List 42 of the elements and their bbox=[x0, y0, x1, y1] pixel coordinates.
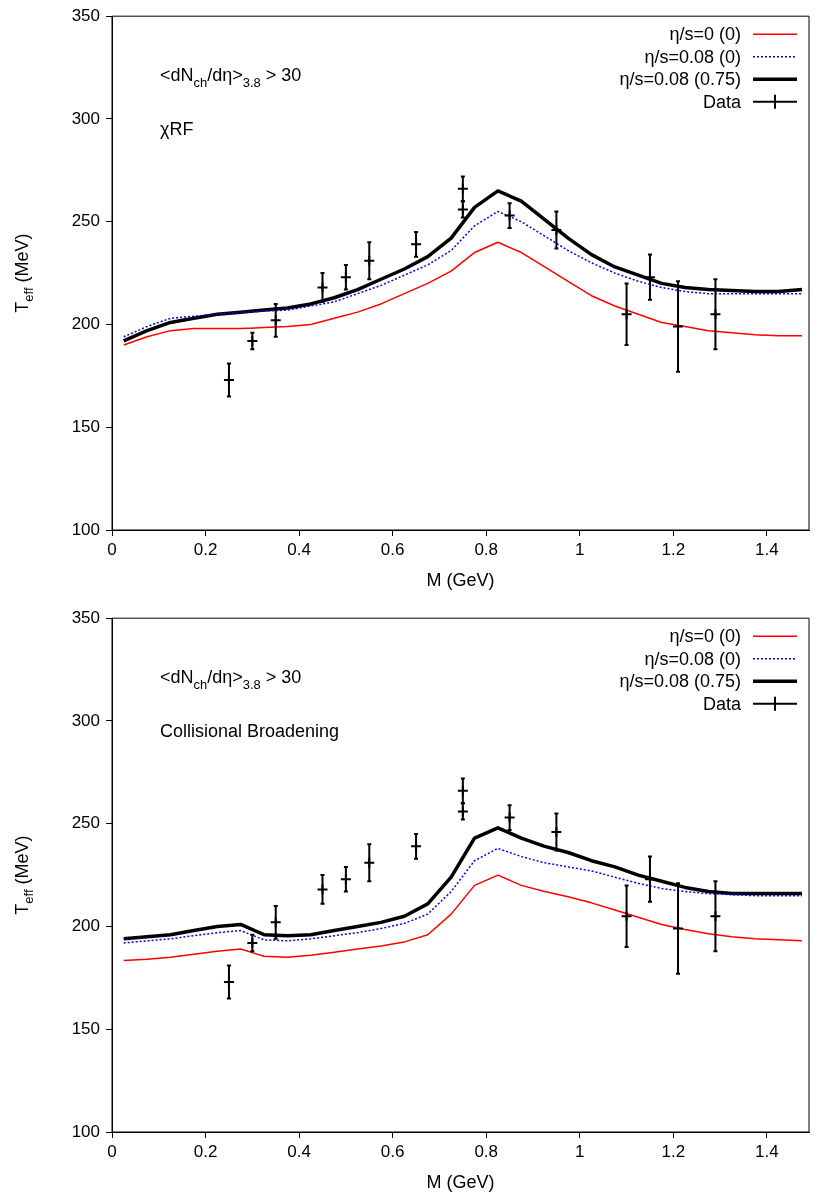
y-tick-label: 200 bbox=[71, 916, 100, 936]
x-tick-label: 0.2 bbox=[193, 539, 218, 559]
x-tick-label: 0 bbox=[107, 1141, 117, 1161]
legend-label: η/s=0.08 (0) bbox=[644, 46, 742, 67]
x-tick-label: 0 bbox=[107, 539, 117, 559]
legend-label: Data bbox=[702, 91, 742, 112]
y-tick-label: 200 bbox=[71, 314, 100, 334]
legend-label: η/s=0.08 (0.75) bbox=[619, 69, 742, 90]
y-tick-label: 100 bbox=[71, 519, 100, 539]
x-axis-title: M (GeV) bbox=[426, 1172, 495, 1193]
y-tick-label: 250 bbox=[71, 211, 100, 231]
y-tick-label: 150 bbox=[71, 416, 100, 436]
y-tick-label: 300 bbox=[71, 108, 100, 128]
y-tick-label: 350 bbox=[71, 607, 100, 627]
legend-label: Data bbox=[702, 693, 742, 714]
y-tick-label: 150 bbox=[71, 1018, 100, 1038]
x-tick-label: 0.2 bbox=[193, 1141, 218, 1161]
y-axis-title: Teff (MeV) bbox=[12, 233, 37, 313]
y-tick-label: 100 bbox=[71, 1121, 100, 1141]
x-tick-label: 0.8 bbox=[474, 1141, 499, 1161]
legend-label: η/s=0.08 (0) bbox=[644, 648, 742, 669]
x-tick-label: 1 bbox=[575, 539, 585, 559]
annotation: χRF bbox=[160, 119, 194, 140]
x-tick-label: 1 bbox=[575, 1141, 585, 1161]
y-tick-label: 250 bbox=[71, 813, 100, 833]
y-axis-title: Teff (MeV) bbox=[12, 835, 37, 915]
x-tick-label: 0.6 bbox=[380, 1141, 405, 1161]
x-tick-label: 1.4 bbox=[755, 1141, 779, 1161]
x-tick-label: 0.8 bbox=[474, 539, 499, 559]
y-tick-label: 350 bbox=[71, 5, 100, 25]
x-tick-label: 0.4 bbox=[287, 539, 311, 559]
x-tick-label: 0.6 bbox=[380, 539, 405, 559]
annotation: Collisional Broadening bbox=[160, 721, 340, 742]
x-axis-title: M (GeV) bbox=[426, 570, 495, 591]
legend-label: η/s=0.08 (0.75) bbox=[619, 671, 742, 692]
x-tick-label: 1.4 bbox=[755, 539, 779, 559]
legend-label: η/s=0 (0) bbox=[669, 24, 742, 45]
x-tick-label: 1.2 bbox=[661, 1141, 686, 1161]
x-tick-label: 0.4 bbox=[287, 1141, 311, 1161]
x-tick-label: 1.2 bbox=[661, 539, 686, 559]
legend-label: η/s=0 (0) bbox=[669, 626, 742, 647]
y-tick-label: 300 bbox=[71, 710, 100, 730]
